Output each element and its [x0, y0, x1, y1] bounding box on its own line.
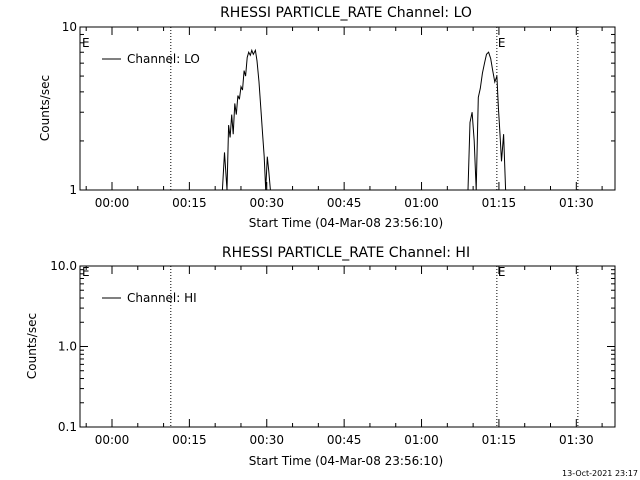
- x-tick-label: 00:30: [249, 196, 284, 210]
- footer-timestamp: 13-Oct-2021 23:17: [562, 469, 638, 478]
- y-axis-label-hi: Counts/sec: [25, 313, 39, 379]
- x-tick-label: 00:45: [327, 196, 362, 210]
- plot-frame-lo: [79, 26, 616, 191]
- x-tick-label: 00:00: [95, 196, 130, 210]
- series-line-lo-segment-1: [467, 51, 507, 191]
- y-axis-label-lo: Counts/sec: [38, 75, 52, 141]
- series-line-lo-segment-0: [221, 48, 271, 191]
- x-tick-label: 01:00: [404, 433, 439, 447]
- legend-label-hi: Channel: HI: [127, 291, 197, 305]
- annotation-e: E: [498, 265, 506, 279]
- y-tick-label: 10: [62, 20, 77, 34]
- x-tick-label: 00:15: [172, 196, 207, 210]
- x-tick-label: 01:30: [559, 196, 594, 210]
- x-tick-label: 01:30: [559, 433, 594, 447]
- y-tick-label: 0.1: [58, 420, 77, 434]
- x-tick-label: 00:00: [95, 433, 130, 447]
- x-tick-label: 00:30: [249, 433, 284, 447]
- x-axis-label-hi: Start Time (04-Mar-08 23:56:10): [249, 454, 443, 468]
- annotation-e: E: [498, 36, 506, 50]
- chart-title-hi: RHESSI PARTICLE_RATE Channel: HI: [222, 245, 470, 261]
- panel-hi: RHESSI PARTICLE_RATE Channel: HI Counts/…: [25, 245, 616, 468]
- y-tick-label: 1: [69, 183, 77, 197]
- chart-title-lo: RHESSI PARTICLE_RATE Channel: LO: [220, 5, 472, 21]
- x-axis-label-lo: Start Time (04-Mar-08 23:56:10): [249, 216, 443, 230]
- x-tick-label: 00:15: [172, 433, 207, 447]
- annotation-e: E: [82, 36, 90, 50]
- y-tick-label: 10.0: [50, 259, 77, 273]
- x-tick-label: 01:15: [482, 196, 517, 210]
- x-tick-label: 01:00: [404, 196, 439, 210]
- panel-lo: RHESSI PARTICLE_RATE Channel: LO Counts/…: [38, 5, 616, 230]
- x-tick-label: 01:15: [482, 433, 517, 447]
- x-tick-label: 00:45: [327, 433, 362, 447]
- annotation-e: E: [82, 265, 90, 279]
- y-tick-label: 1.0: [58, 340, 77, 354]
- legend-label-lo: Channel: LO: [127, 52, 200, 66]
